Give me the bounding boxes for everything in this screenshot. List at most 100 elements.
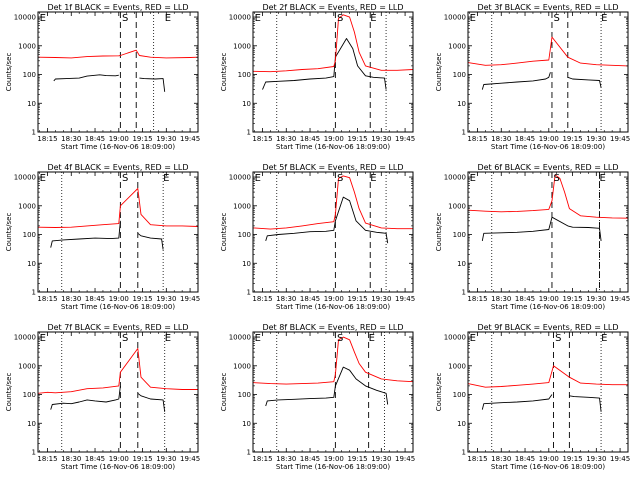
y-tick-label: 1000 (18, 362, 36, 370)
detector-panel: Det 6f BLACK = Events, RED = LLD 1 10 100 10… (435, 163, 630, 311)
panel-title: Det 8f BLACK = Events, RED = LLD (262, 323, 403, 332)
panel-title: Det 4f BLACK = Events, RED = LLD (47, 163, 188, 172)
x-axis-label: Start Time (16-Nov-06 18:09:00) (61, 303, 175, 311)
y-tick-label: 10 (27, 100, 36, 108)
lld-series-line (252, 336, 414, 385)
panel-title: Det 2f BLACK = Events, RED = LLD (262, 3, 403, 12)
interval-marker: E (40, 333, 46, 344)
x-tick-label: 19:30 (156, 455, 176, 463)
y-tick-label: 10 (457, 260, 466, 268)
x-tick-label: 19:15 (562, 295, 582, 303)
y-axis-label: Counts/sec (220, 373, 228, 412)
plot-frame (37, 331, 199, 453)
events-series-line (265, 196, 389, 244)
plot-frame (37, 11, 199, 133)
interval-marker: E (255, 13, 261, 24)
lld-series-line (252, 175, 413, 230)
interval-marker: E (599, 173, 605, 184)
x-tick-label: 19:00 (324, 455, 344, 463)
interval-marker: S (555, 333, 561, 344)
x-tick-label: 19:15 (132, 455, 152, 463)
lld-series-line (467, 174, 629, 219)
x-tick-label: 19:45 (180, 455, 200, 463)
detector-panel: Det 3f BLACK = Events, RED = LLD 1 10 100 10… (435, 3, 630, 151)
interval-marker: S (554, 173, 560, 184)
interval-marker: E (255, 173, 261, 184)
x-tick-label: 19:45 (395, 455, 415, 463)
y-tick-label: 1 (247, 289, 251, 297)
y-tick-label: 100 (453, 231, 466, 239)
y-tick-label: 100 (453, 71, 466, 79)
x-axis-label: Start Time (16-Nov-06 18:09:00) (491, 463, 605, 471)
y-tick-label: 10000 (14, 334, 36, 342)
y-tick-label: 1 (32, 289, 36, 297)
interval-marker: E (165, 13, 171, 24)
x-tick-label: 18:30 (276, 455, 296, 463)
panel-title: Det 5f BLACK = Events, RED = LLD (262, 163, 403, 172)
x-tick-label: 19:00 (539, 135, 559, 143)
x-axis-label: Start Time (16-Nov-06 18:09:00) (491, 143, 605, 151)
interval-marker: E (601, 333, 607, 344)
x-tick-label: 18:15 (467, 455, 487, 463)
interval-marker: E (40, 13, 46, 24)
interval-marker: E (470, 333, 476, 344)
interval-marker: E (163, 173, 169, 184)
x-tick-label: 18:15 (252, 135, 272, 143)
interval-marker: S (337, 173, 343, 184)
lld-series-line (37, 348, 198, 394)
y-tick-label: 1000 (233, 202, 251, 210)
x-tick-label: 19:30 (586, 295, 606, 303)
y-tick-label: 1 (462, 129, 466, 137)
x-tick-label: 19:15 (562, 135, 582, 143)
x-tick-label: 18:45 (85, 135, 105, 143)
interval-marker: E (601, 13, 607, 24)
lld-series-line (467, 36, 629, 67)
y-tick-label: 1000 (448, 42, 466, 50)
x-tick-label: 19:15 (347, 455, 367, 463)
detector-panel: Det 4f BLACK = Events, RED = LLD 1 10 100 10… (5, 163, 200, 311)
x-tick-label: 18:45 (85, 295, 105, 303)
x-axis-label: Start Time (16-Nov-06 18:09:00) (276, 303, 390, 311)
y-tick-label: 10 (27, 420, 36, 428)
y-axis-label: Counts/sec (5, 373, 13, 412)
x-tick-label: 19:30 (156, 135, 176, 143)
y-tick-label: 1000 (448, 202, 466, 210)
y-tick-label: 1000 (18, 42, 36, 50)
x-tick-label: 19:00 (109, 135, 129, 143)
panel-title: Det 3f BLACK = Events, RED = LLD (477, 3, 618, 12)
x-tick-label: 18:45 (515, 455, 535, 463)
x-tick-label: 18:15 (37, 455, 57, 463)
y-tick-label: 10 (242, 260, 251, 268)
y-tick-label: 10 (242, 100, 251, 108)
plot-frame (252, 331, 414, 453)
x-tick-label: 19:45 (180, 135, 200, 143)
x-tick-label: 19:30 (371, 295, 391, 303)
lld-series-line (37, 49, 199, 59)
interval-marker: E (165, 333, 171, 344)
events-series-line (50, 220, 164, 250)
x-tick-label: 18:30 (276, 135, 296, 143)
x-tick-label: 19:15 (562, 455, 582, 463)
y-tick-label: 100 (23, 71, 36, 79)
x-tick-label: 18:30 (61, 135, 81, 143)
y-tick-label: 10 (457, 100, 466, 108)
events-series-line (481, 394, 602, 412)
y-tick-label: 10000 (229, 334, 251, 342)
x-tick-label: 19:00 (539, 295, 559, 303)
plot-frame (252, 11, 414, 133)
x-tick-label: 19:00 (539, 455, 559, 463)
x-tick-label: 18:30 (491, 135, 511, 143)
y-tick-label: 10000 (14, 174, 36, 182)
x-tick-label: 19:00 (109, 455, 129, 463)
y-tick-label: 10000 (444, 174, 466, 182)
detector-panel: Det 9f BLACK = Events, RED = LLD 1 10 100 10… (435, 323, 630, 471)
y-tick-label: 100 (238, 71, 251, 79)
y-tick-label: 1 (32, 129, 36, 137)
x-tick-label: 19:15 (132, 135, 152, 143)
y-tick-label: 1000 (18, 202, 36, 210)
interval-marker: E (470, 173, 476, 184)
y-tick-label: 100 (453, 391, 466, 399)
y-axis-label: Counts/sec (435, 53, 443, 92)
interval-marker: E (370, 13, 376, 24)
x-tick-label: 18:15 (467, 135, 487, 143)
